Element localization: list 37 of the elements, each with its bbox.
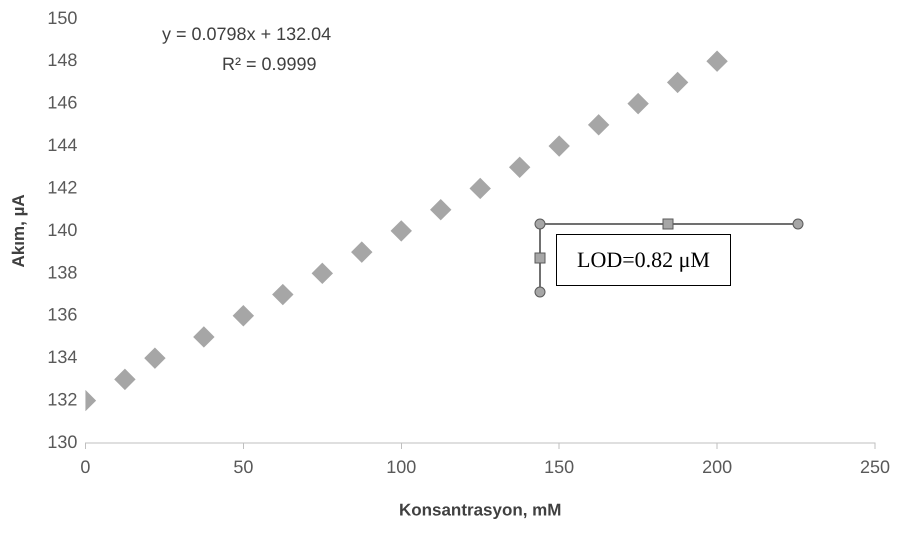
point <box>193 326 214 348</box>
point <box>706 50 728 72</box>
x-axis-title: Konsantrasyon, mM <box>398 500 562 520</box>
y-tick-label: 148 <box>47 50 78 70</box>
y-tick-label: 132 <box>47 390 78 410</box>
point <box>232 305 254 326</box>
x-tick-label: 250 <box>860 456 890 477</box>
point <box>509 156 530 178</box>
point <box>430 199 452 220</box>
y-tick-label: 146 <box>47 92 78 113</box>
y-tick-label: 142 <box>47 177 78 198</box>
point <box>548 136 570 157</box>
y-tick-label: 130 <box>47 432 78 452</box>
y-tick-label: 134 <box>47 347 78 368</box>
y-tick-label: 150 <box>47 8 78 28</box>
y-tick-label: 140 <box>47 220 78 240</box>
x-tick-label: 200 <box>702 456 732 477</box>
y-axis-title: Akım, µA <box>8 194 28 268</box>
point <box>144 348 166 369</box>
point <box>272 284 294 306</box>
annotation: y = 0.0798x + 132.04 <box>162 24 332 45</box>
annotation: R² = 0.9999 <box>222 54 317 75</box>
point <box>470 178 491 199</box>
x-tick-label: 150 <box>544 456 574 477</box>
point <box>667 72 688 93</box>
point <box>114 368 136 390</box>
x-tick-label: 100 <box>386 456 416 477</box>
y-tick-label: 138 <box>47 262 78 282</box>
point <box>588 114 610 136</box>
point <box>312 262 333 284</box>
y-tick-label: 136 <box>47 304 78 325</box>
point <box>390 220 412 242</box>
x-tick-label: 0 <box>80 456 90 477</box>
point <box>628 93 649 114</box>
y-tick-label: 144 <box>47 135 78 156</box>
point <box>351 242 372 263</box>
x-tick-label: 50 <box>233 456 254 477</box>
